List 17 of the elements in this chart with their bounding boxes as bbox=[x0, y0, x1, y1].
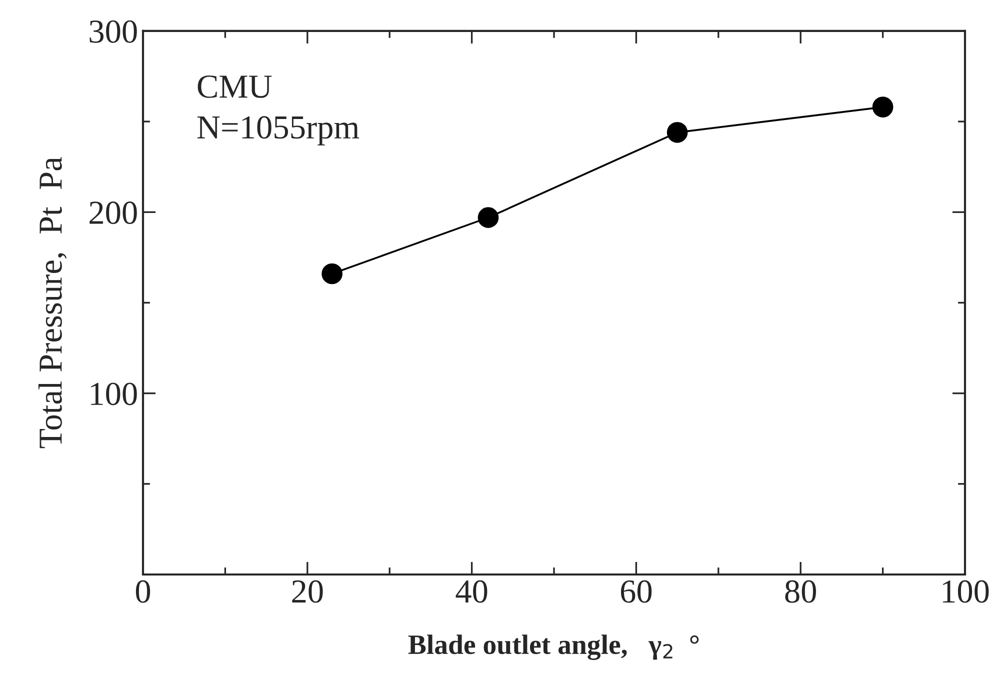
x-axis-title: Blade outlet angle, γ$_{2}$ ° bbox=[408, 634, 699, 660]
point bbox=[666, 122, 688, 143]
annotation: CMU bbox=[198, 76, 272, 98]
annotation: N=1055rpm bbox=[197, 116, 360, 146]
point bbox=[872, 96, 894, 118]
y-tick-label: 200 bbox=[90, 202, 137, 224]
y-tick-label: 100 bbox=[91, 382, 137, 406]
x-tick-label: 40 bbox=[456, 580, 488, 603]
point bbox=[478, 207, 499, 228]
x-tick-label: 80 bbox=[785, 580, 816, 603]
x-tick-label: 0 bbox=[136, 580, 150, 603]
y-tick-label: 300 bbox=[90, 20, 137, 43]
x-tick-label: 20 bbox=[292, 580, 323, 603]
point bbox=[322, 263, 342, 284]
x-tick-label: 100 bbox=[942, 580, 989, 603]
x-tick-label: 60 bbox=[620, 580, 652, 603]
y-axis-title: Total Pressure, Pt Pa bbox=[38, 157, 67, 448]
